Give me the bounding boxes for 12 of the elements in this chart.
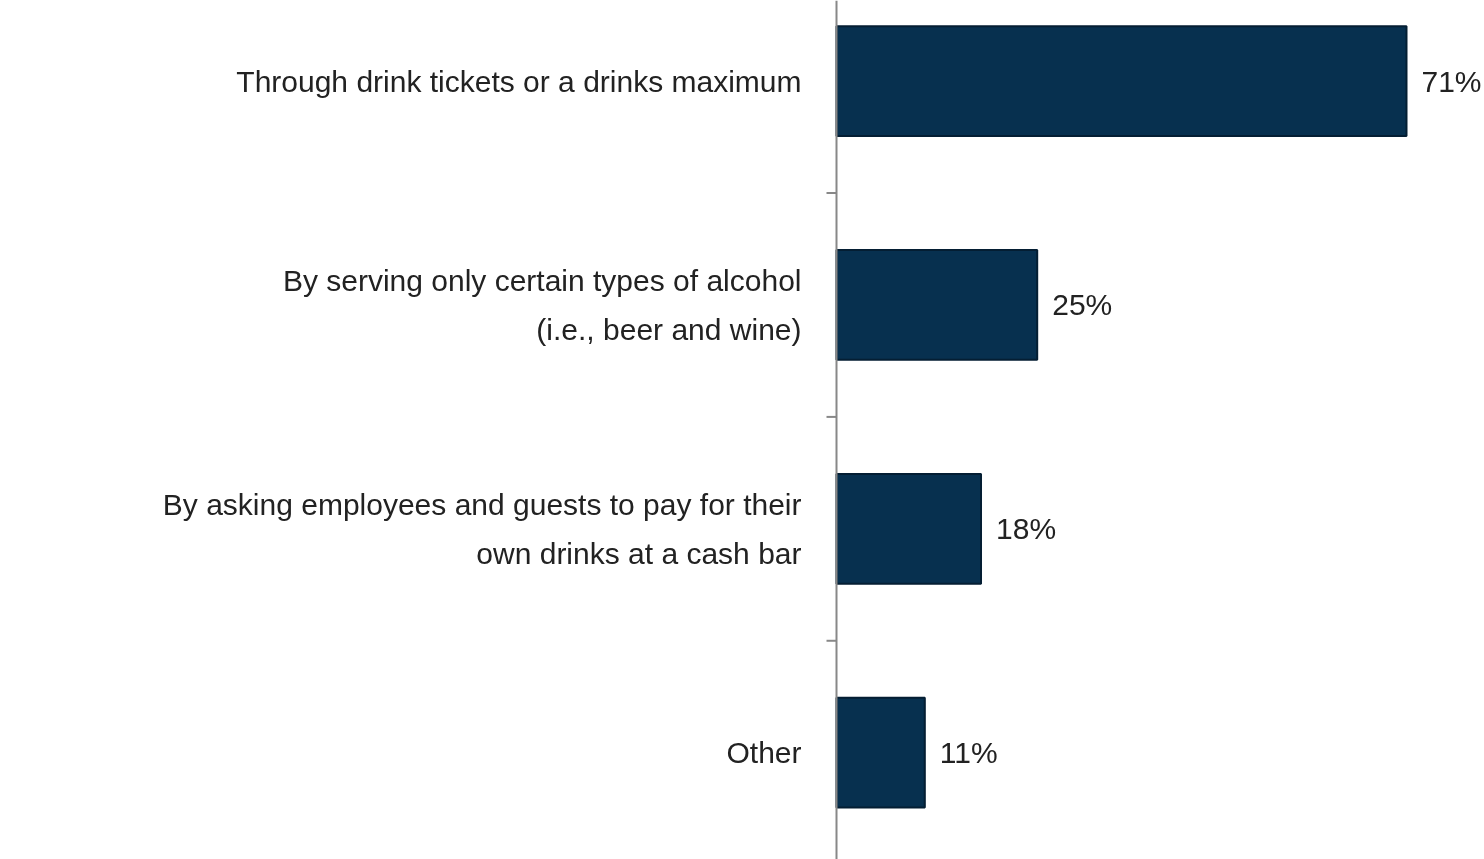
bar <box>835 696 926 809</box>
y-tick-label: Other <box>726 736 802 770</box>
y-tick-label: Through drink tickets or a drinks maximum <box>236 64 802 98</box>
bar <box>835 249 1039 361</box>
data-label: 11% <box>939 736 998 770</box>
data-label: 71% <box>1421 64 1482 98</box>
y-tick-label: By asking employees and guests to pay for their own drinks at a cash bar <box>162 487 802 571</box>
y-tick-label: By serving only certain types of alcohol (i.e., beer and wine) <box>282 263 802 347</box>
bar <box>835 472 983 585</box>
bar <box>835 25 1408 137</box>
data-label: 25% <box>1052 288 1113 322</box>
data-label: 18% <box>996 512 1057 546</box>
